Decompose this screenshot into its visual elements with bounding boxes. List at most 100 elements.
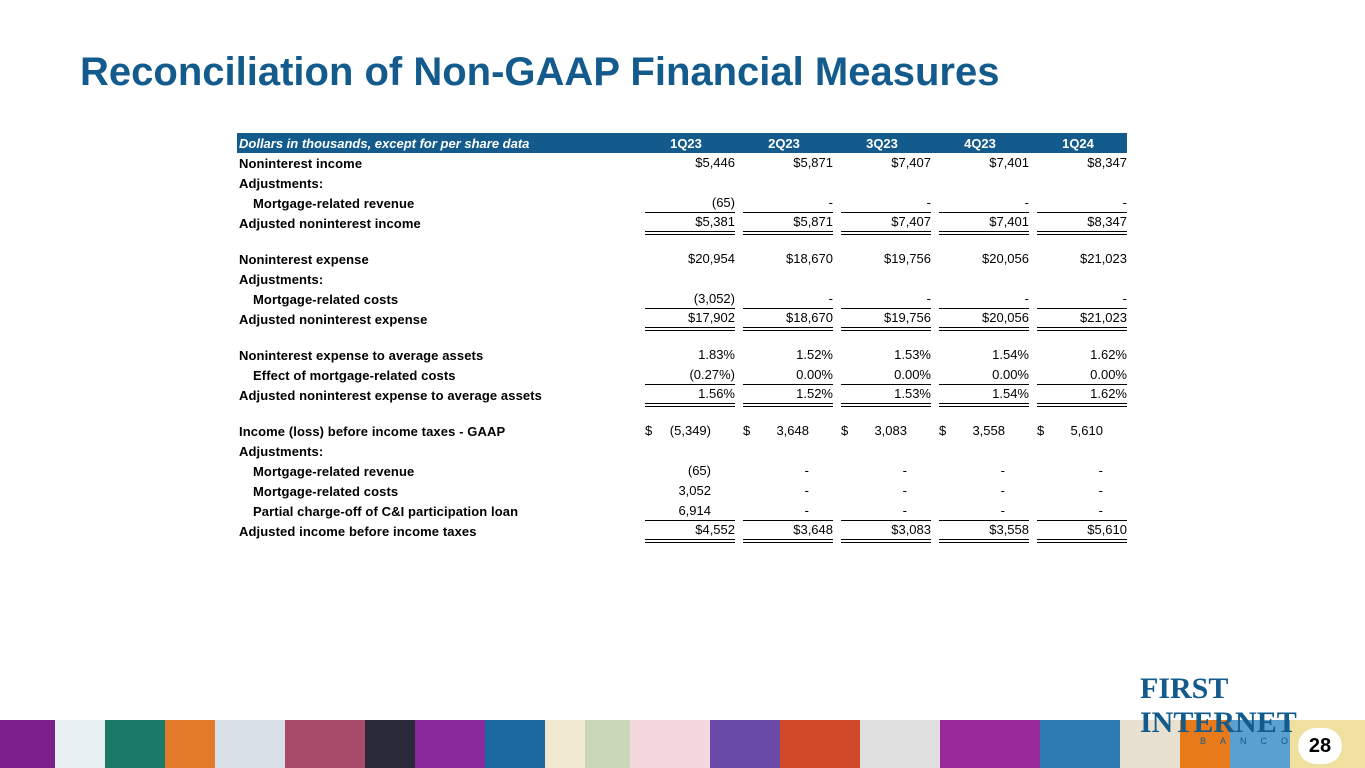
cell: - — [1029, 501, 1127, 521]
cell-value: 0.00% — [743, 365, 833, 385]
cell-value: 0.00% — [841, 365, 931, 385]
page-number: 28 — [1298, 728, 1342, 764]
table-row: Noninterest income $5,446 $5,871 $7,407 $7,4… — [237, 153, 1127, 173]
cell: $3,558 — [931, 421, 1029, 441]
value: - — [1024, 195, 1029, 210]
value: $7,401 — [989, 155, 1029, 170]
value: (3,052) — [693, 291, 735, 306]
value: 3,052 — [678, 483, 711, 498]
value: 0.00% — [894, 367, 931, 382]
cell: - — [833, 461, 931, 481]
column-header: 1Q24 — [1062, 135, 1094, 151]
value: 1.52% — [796, 386, 833, 401]
cell: - — [735, 481, 833, 501]
table-row: Adjustments: — [237, 173, 1127, 193]
cell-value: $20,056 — [939, 309, 1029, 331]
cell: - — [833, 481, 931, 501]
cell: 1.54% — [931, 385, 1029, 407]
cell-value: $7,401 — [939, 213, 1029, 235]
cell: 1.53% — [833, 345, 931, 365]
cell: - — [735, 289, 833, 309]
cell-value: $3,558 — [939, 521, 1029, 543]
value: - — [804, 503, 809, 518]
cell: $3,083 — [833, 521, 931, 543]
cell: - — [1029, 461, 1127, 481]
cell-value: $7,407 — [841, 213, 931, 235]
cell: $3,083 — [833, 421, 931, 441]
table-row: Adjusted noninterest expense to average … — [237, 385, 1127, 407]
logo: FIRST INTERNET BANCORP — [1140, 672, 1350, 746]
cell: $18,670 — [735, 249, 833, 269]
table-row: Mortgage-related revenue (65) - - - - — [237, 461, 1127, 481]
value: 6,914 — [678, 503, 711, 518]
cell: $21,023 — [1029, 309, 1127, 331]
value: $8,347 — [1087, 214, 1127, 229]
cell-value: 1.52% — [743, 385, 833, 407]
value: $7,407 — [891, 155, 931, 170]
row-label: Adjustments: — [239, 271, 324, 287]
cell-value: $17,902 — [645, 309, 735, 331]
cell-value: - — [841, 289, 931, 309]
value: - — [926, 291, 931, 306]
cell: (0.27%) — [637, 365, 735, 385]
cell: - — [931, 193, 1029, 213]
cell-value: 3,052 — [645, 481, 735, 501]
currency-sign: $ — [743, 423, 751, 438]
table-row: Mortgage-related revenue (65) - - - - — [237, 193, 1127, 213]
currency-sign: $ — [1037, 423, 1045, 438]
cell-value: $5,610 — [1037, 421, 1127, 441]
value: $20,056 — [982, 310, 1029, 325]
table-row: Adjustments: — [237, 441, 1127, 461]
cell: 1.62% — [1029, 345, 1127, 365]
value: - — [804, 463, 809, 478]
cell-value: - — [1037, 481, 1127, 501]
cell: - — [931, 481, 1029, 501]
cell-value: 6,914 — [645, 501, 735, 521]
value: $3,648 — [793, 522, 833, 537]
value: $17,902 — [688, 310, 735, 325]
cell: $20,056 — [931, 249, 1029, 269]
row-label: Effect of mortgage-related costs — [253, 367, 456, 383]
cell-value: - — [939, 289, 1029, 309]
value: - — [1098, 503, 1103, 518]
value: 0.00% — [1090, 367, 1127, 382]
value: (65) — [711, 195, 735, 210]
cell-value: - — [841, 481, 931, 501]
cell-value: $5,610 — [1037, 521, 1127, 543]
cell: $7,401 — [931, 153, 1029, 173]
row-label: Partial charge-off of C&I participation … — [253, 503, 519, 519]
cell: $7,407 — [833, 153, 931, 173]
value: $18,670 — [786, 310, 833, 325]
cell-value: - — [841, 501, 931, 521]
table-row: Mortgage-related costs (3,052) - - - - — [237, 289, 1127, 309]
cell: 3,052 — [637, 481, 735, 501]
cell-value: (3,052) — [645, 289, 735, 309]
row-label: Noninterest expense to average assets — [239, 347, 484, 363]
value: - — [828, 291, 833, 306]
cell-value: $7,401 — [939, 153, 1029, 173]
cell: (3,052) — [637, 289, 735, 309]
value: $4,552 — [695, 522, 735, 537]
table-row: Adjusted income before income taxes $4,55… — [237, 521, 1127, 543]
value: - — [926, 195, 931, 210]
value: $19,756 — [884, 310, 931, 325]
cell: $21,023 — [1029, 249, 1127, 269]
cell: - — [735, 193, 833, 213]
cell-value: 0.00% — [1037, 365, 1127, 385]
row-label: Mortgage-related revenue — [253, 463, 415, 479]
column-header: 1Q23 — [670, 135, 702, 151]
currency-sign: $ — [645, 423, 653, 438]
value: $18,670 — [786, 251, 833, 266]
cell: 1.52% — [735, 345, 833, 365]
value: - — [1122, 195, 1127, 210]
table-row: Partial charge-off of C&I participation … — [237, 501, 1127, 521]
cell-value: - — [743, 193, 833, 213]
cell: - — [1029, 289, 1127, 309]
cell: $5,871 — [735, 153, 833, 173]
value: (65) — [687, 463, 711, 478]
cell: $3,558 — [931, 521, 1029, 543]
value: 1.83% — [698, 347, 735, 362]
currency-sign: $ — [939, 423, 947, 438]
cell-value: 1.56% — [645, 385, 735, 407]
